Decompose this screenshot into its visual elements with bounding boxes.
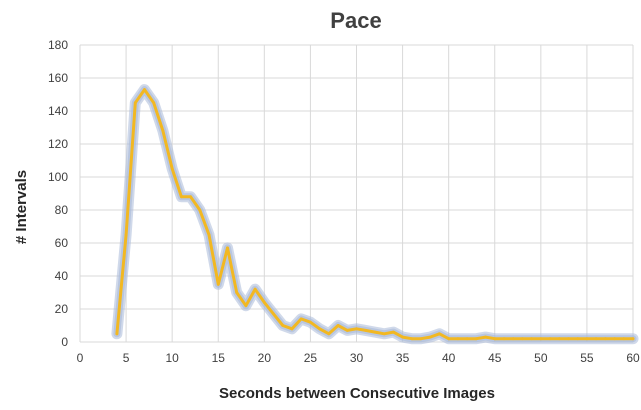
x-tick-label: 20 (258, 351, 272, 365)
data-point (521, 337, 524, 341)
x-tick-label: 15 (212, 351, 226, 365)
data-point (438, 332, 441, 336)
data-point (373, 330, 377, 334)
data-point (235, 291, 239, 294)
data-point (143, 88, 146, 91)
x-tick-label: 30 (350, 351, 364, 365)
x-tick-label: 0 (77, 351, 84, 365)
series-glow-inner (113, 86, 637, 343)
data-point (161, 129, 165, 133)
y-tick-label: 0 (61, 335, 68, 349)
data-point (318, 327, 321, 331)
data-point (502, 337, 506, 341)
data-point (207, 233, 211, 237)
y-tick-label: 160 (48, 71, 68, 85)
data-point (152, 101, 156, 105)
data-point (428, 335, 432, 339)
data-point (290, 327, 294, 331)
data-point (244, 304, 248, 308)
data-point (272, 312, 275, 316)
data-point (401, 335, 404, 339)
y-tick-label: 180 (48, 38, 68, 52)
x-tick-label: 45 (488, 351, 502, 365)
data-point (226, 246, 229, 250)
data-point (576, 337, 580, 341)
data-point (585, 337, 589, 341)
data-point (419, 337, 423, 341)
data-point (180, 195, 183, 199)
x-tick-label: 5 (123, 351, 130, 365)
series-layer (111, 84, 639, 345)
data-point (133, 101, 137, 105)
data-point (567, 337, 570, 341)
x-tick-label: 60 (626, 351, 640, 365)
data-point (170, 167, 174, 171)
chart-title: Pace (330, 8, 381, 33)
data-point (262, 301, 266, 304)
data-point (410, 337, 414, 341)
data-point (364, 329, 368, 332)
data-point (189, 195, 193, 199)
data-point (493, 337, 497, 341)
data-point (124, 233, 128, 237)
x-tick-label: 10 (165, 351, 179, 365)
data-point (309, 320, 312, 324)
y-tick-label: 20 (55, 302, 69, 316)
data-point (355, 327, 358, 331)
data-point (198, 208, 202, 212)
series-glow (111, 84, 639, 345)
data-point (484, 335, 487, 339)
x-tick-label: 40 (442, 351, 456, 365)
data-point (594, 337, 598, 341)
x-tick-label: 55 (580, 351, 594, 365)
x-tick-label: 50 (534, 351, 548, 365)
y-tick-label: 120 (48, 137, 68, 151)
data-point (511, 337, 515, 341)
x-axis-ticks: 0 5 10 15 20 25 30 35 40 45 50 55 60 (77, 351, 640, 365)
data-point (530, 337, 533, 341)
y-tick-label: 60 (55, 236, 69, 250)
y-axis-title: # Intervals (13, 170, 30, 244)
y-axis-ticks: 0 20 40 60 80 100 120 140 160 180 (48, 38, 68, 349)
data-point (336, 324, 340, 327)
y-tick-label: 100 (48, 170, 68, 184)
data-point (299, 317, 303, 321)
y-tick-label: 80 (55, 203, 69, 217)
data-point (216, 282, 220, 286)
data-point (392, 330, 395, 334)
x-axis-title: Seconds between Consecutive Images (219, 385, 495, 402)
data-point (474, 337, 478, 341)
data-point (604, 337, 607, 341)
data-point (115, 332, 119, 336)
data-point (548, 337, 552, 341)
data-point (631, 337, 635, 341)
data-point (613, 337, 616, 341)
data-point (327, 332, 331, 336)
data-point (447, 337, 451, 341)
data-point (539, 337, 543, 341)
gridlines (79, 44, 634, 343)
series-line (115, 88, 635, 341)
data-point (465, 337, 469, 341)
data-point (557, 337, 561, 341)
data-point (622, 337, 626, 341)
data-point (281, 324, 285, 327)
y-tick-label: 40 (55, 269, 69, 283)
y-tick-label: 140 (48, 104, 68, 118)
x-tick-label: 25 (304, 351, 318, 365)
data-point (382, 332, 386, 336)
data-point (253, 287, 257, 291)
data-point (345, 329, 349, 332)
data-point (456, 337, 460, 341)
x-tick-label: 35 (396, 351, 410, 365)
